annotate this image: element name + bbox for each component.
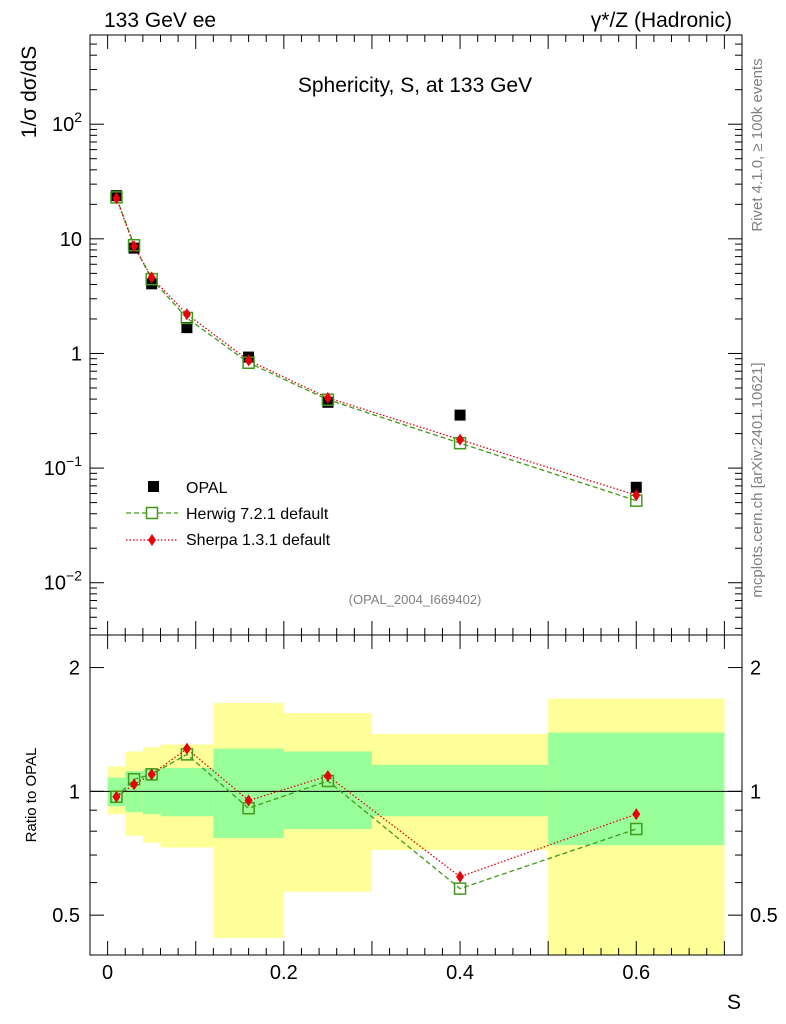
rivet-label: Rivet 4.1.0, ≥ 100k events	[749, 58, 766, 231]
tick-labels: 0 0.2 0.4 0.6 10−2 10−1 1 10 102 0.5 0.5 1 1 2 2	[44, 109, 778, 984]
stat-band-5	[283, 751, 372, 829]
ratio-uncertainty-bands	[107, 698, 725, 955]
main-sherpa-point	[244, 354, 253, 367]
legend-herwig-marker	[145, 506, 159, 520]
main-sherpa-point	[130, 240, 139, 253]
stat-band-6	[371, 764, 549, 817]
legend-opal-marker	[148, 481, 159, 492]
ratio-series	[110, 742, 643, 895]
stat-band-3	[160, 767, 214, 817]
ratio-sherpa-point	[456, 870, 465, 883]
legend-opal-label: OPAL	[186, 480, 228, 497]
main-sherpa-point	[182, 308, 191, 321]
ratio-herwig-point	[630, 822, 643, 836]
ratio-herwig-point	[453, 882, 467, 895]
main-y-tick-label: 1	[71, 343, 82, 365]
main-y-tick-label: 10	[60, 229, 82, 251]
main-data-point	[181, 322, 193, 334]
ratio-y-tick-label-right: 2	[750, 658, 761, 680]
ratio-y-tick-label-left: 2	[69, 658, 80, 680]
ratio-y-tick-label-left: 1	[69, 781, 80, 803]
main-series	[110, 190, 643, 507]
main-sherpa-point	[112, 192, 121, 205]
main-sherpa-line	[115, 198, 637, 496]
legend-herwig-label: Herwig 7.2.1 default	[186, 506, 329, 523]
main-data-point	[146, 278, 158, 290]
main-sherpa-point	[147, 271, 156, 284]
ratio-sherpa-point	[112, 790, 121, 803]
process-label: γ*/Z (Hadronic)	[591, 9, 732, 32]
main-y-tick-label: 10−2	[44, 568, 82, 595]
stat-band-7	[548, 732, 725, 846]
legend: OPAL Herwig 7.2.1 default Sherpa 1.3.1 d…	[126, 480, 331, 549]
ratio-sherpa-point	[130, 778, 139, 791]
main-herwig-line	[115, 197, 637, 502]
ratio-y-axis-label: Ratio to OPAL	[23, 748, 40, 843]
ratio-sherpa-point	[632, 808, 641, 821]
ratio-sherpa-point	[244, 794, 253, 807]
ratio-y-tick-label-right: 1	[750, 781, 761, 803]
ratio-y-tick-label-right: 0.5	[750, 905, 778, 927]
energy-label: 133 GeV ee	[104, 9, 216, 32]
x-tick-label: 0.4	[446, 962, 474, 984]
axis-ticks	[89, 34, 743, 956]
stat-band-4	[213, 748, 284, 839]
x-tick-label: 0	[102, 962, 113, 984]
ratio-frame	[89, 634, 743, 956]
y-axis-label: 1/σ dσ/dS	[18, 46, 41, 138]
ratio-sherpa-point	[182, 742, 191, 755]
ratio-y-tick-label-left: 0.5	[52, 905, 80, 927]
ratio-sherpa-point	[147, 768, 156, 781]
analysis-watermark: (OPAL_2004_I669402)	[349, 592, 482, 607]
axes-frames	[89, 34, 743, 956]
plot-title: Sphericity, S, at 133 GeV	[298, 74, 532, 97]
stat-band-2	[142, 769, 161, 815]
main-data-point	[454, 409, 466, 421]
x-axis-label: S	[727, 991, 741, 1014]
main-sherpa-point	[456, 433, 465, 446]
x-tick-label: 0.2	[270, 962, 298, 984]
ratio-herwig-line	[115, 753, 637, 890]
ratio-sherpa-line	[116, 747, 637, 878]
x-tick-label: 0.6	[622, 962, 650, 984]
main-data-point	[630, 481, 642, 493]
ratio-sherpa-point	[323, 769, 332, 782]
legend-sherpa-label: Sherpa 1.3.1 default	[186, 532, 331, 549]
main-sherpa-point	[323, 391, 332, 404]
main-y-tick-label: 102	[52, 109, 82, 136]
mcplots-label: mcplots.cern.ch [arXiv:2401.10621]	[749, 362, 766, 597]
main-y-tick-label: 10−1	[44, 453, 82, 480]
legend-sherpa-marker	[148, 534, 156, 546]
main-sherpa-point	[632, 489, 641, 502]
